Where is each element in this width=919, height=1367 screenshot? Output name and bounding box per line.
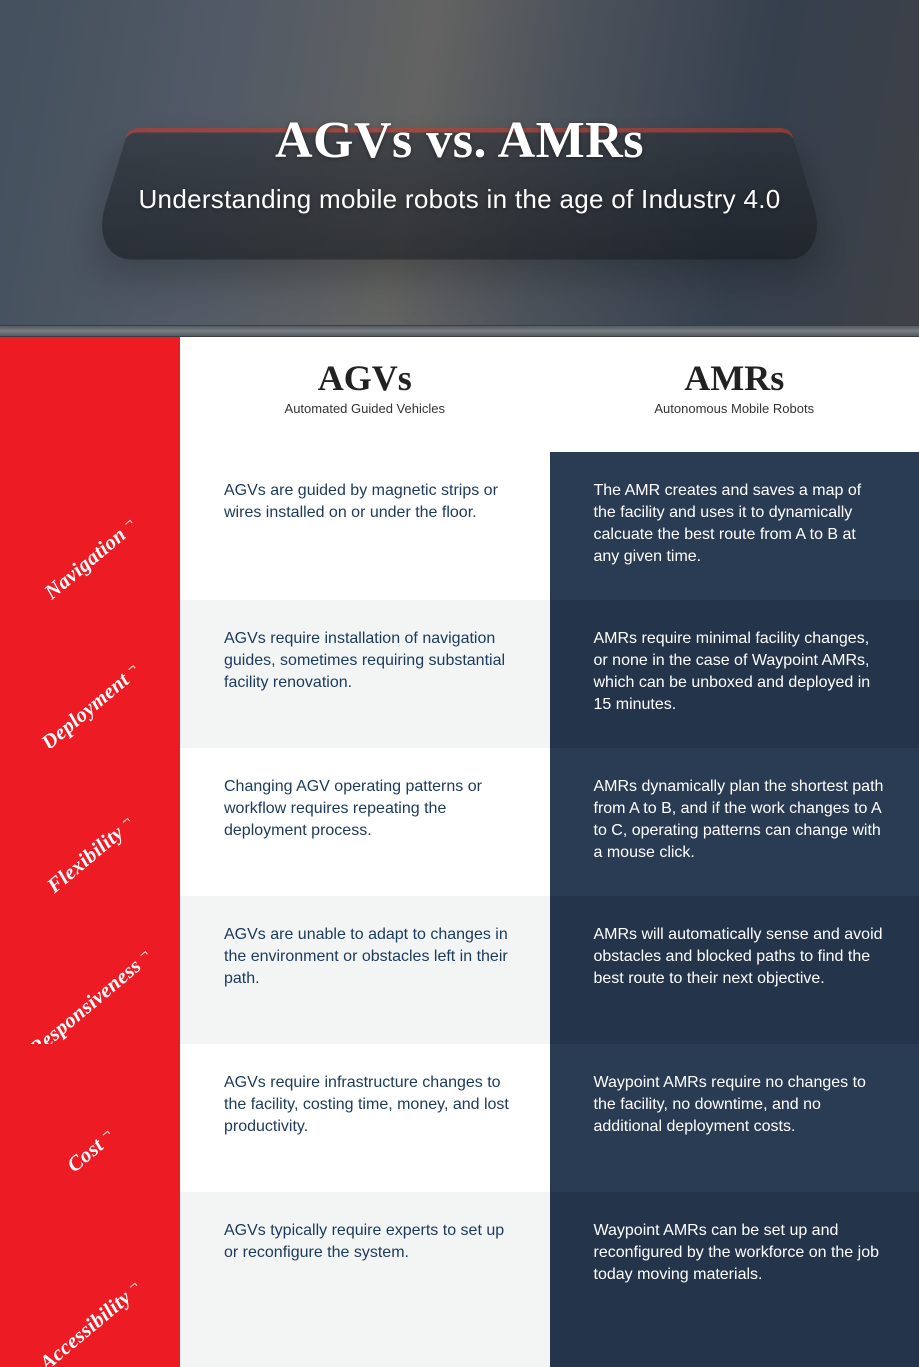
agv-cell: AGVs are unable to adapt to changes in t… — [180, 896, 550, 1044]
amr-subtitle: Autonomous Mobile Robots — [580, 401, 890, 416]
category-label: Accessibility — [35, 1277, 146, 1367]
agv-cell: AGVs typically require experts to set up… — [180, 1192, 550, 1367]
amr-cell: Waypoint AMRs require no changes to the … — [550, 1044, 919, 1192]
category-cell-cost: Cost — [0, 1044, 180, 1192]
agv-cell: Changing AGV operating patterns or workf… — [180, 748, 550, 896]
category-cell-responsiveness: Responsiveness — [0, 896, 180, 1044]
category-label: Deployment — [36, 660, 143, 748]
header-spacer — [0, 337, 180, 452]
category-label: Cost — [62, 1125, 118, 1177]
category-cell-deployment: Deployment — [0, 600, 180, 748]
amr-cell: AMRs will automatically sense and avoid … — [550, 896, 919, 1044]
amr-cell: The AMR creates and saves a map of the f… — [550, 452, 919, 600]
column-header-agv: AGVs Automated Guided Vehicles — [180, 337, 550, 452]
agv-cell: AGVs are guided by magnetic strips or wi… — [180, 452, 550, 600]
amr-cell: Waypoint AMRs can be set up and reconfig… — [550, 1192, 919, 1367]
agv-cell: AGVs require installation of navigation … — [180, 600, 550, 748]
hero-banner: AGVs vs. AMRs Understanding mobile robot… — [0, 0, 919, 325]
agv-cell: AGVs require infrastructure changes to t… — [180, 1044, 550, 1192]
category-label: Responsiveness — [24, 946, 155, 1044]
amr-cell: AMRs dynamically plan the shortest path … — [550, 748, 919, 896]
category-label: Flexibility — [42, 812, 138, 896]
comparison-table: AGVs Automated Guided Vehicles AMRs Auto… — [0, 337, 919, 1367]
page-subtitle: Understanding mobile robots in the age o… — [138, 184, 780, 215]
amr-title: AMRs — [580, 357, 890, 399]
category-cell-flexibility: Flexibility — [0, 748, 180, 896]
column-header-amr: AMRs Autonomous Mobile Robots — [550, 337, 919, 452]
amr-cell: AMRs require minimal facility changes, o… — [550, 600, 919, 748]
hero-divider — [0, 325, 919, 337]
page-title: AGVs vs. AMRs — [275, 111, 644, 170]
agv-subtitle: Automated Guided Vehicles — [210, 401, 520, 416]
category-label: Navigation — [40, 514, 141, 600]
agv-title: AGVs — [210, 357, 520, 399]
category-cell-navigation: Navigation — [0, 452, 180, 600]
category-cell-accessibility: Accessibility — [0, 1192, 180, 1367]
